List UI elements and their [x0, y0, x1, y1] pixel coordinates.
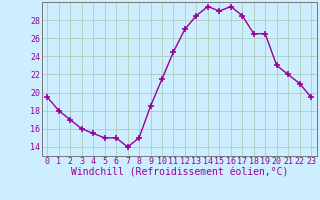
- X-axis label: Windchill (Refroidissement éolien,°C): Windchill (Refroidissement éolien,°C): [70, 168, 288, 178]
